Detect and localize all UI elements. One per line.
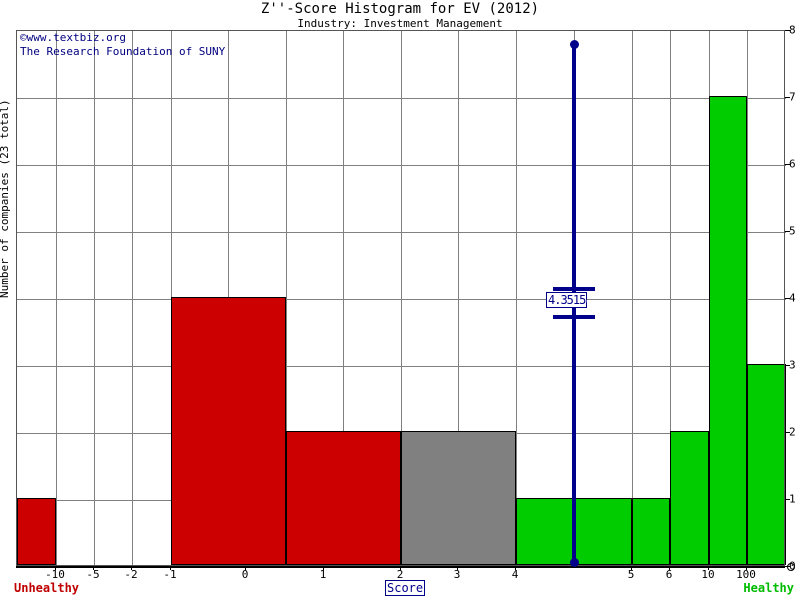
histogram-bar <box>747 364 786 565</box>
y-axis-tick-label: 7 <box>789 90 796 104</box>
y-axis-label: Number of companies (23 total) <box>0 99 11 298</box>
y-axis-tick-label: 4 <box>789 291 796 305</box>
y-axis-tick-mark <box>785 499 790 500</box>
x-axis-tick-mark <box>669 566 670 570</box>
x-axis-tick-label: -2 <box>124 568 138 581</box>
x-axis-name: Score <box>385 580 426 596</box>
y-axis-tick-mark <box>785 566 790 567</box>
x-axis-tick-label: 3 <box>453 568 461 581</box>
y-axis-tick-label: 8 <box>789 23 796 37</box>
gridline-vertical <box>56 31 57 567</box>
x-axis-tick-label: 6 <box>665 568 673 581</box>
x-axis-tick-label: 1 <box>319 568 327 581</box>
score-marker-dot-top <box>570 40 579 49</box>
x-axis-tick-mark <box>515 566 516 570</box>
y-axis-tick-mark <box>785 231 790 232</box>
histogram-bar <box>709 96 747 565</box>
x-axis-tick-mark <box>457 566 458 570</box>
y-axis-tick-mark <box>785 432 790 433</box>
legend-healthy: Healthy <box>743 581 794 595</box>
x-axis-tick-mark <box>708 566 709 570</box>
histogram-bar <box>17 498 56 565</box>
x-axis-tick-label: -1 <box>163 568 177 581</box>
x-axis-tick-label: -5 <box>86 568 100 581</box>
y-axis-tick-mark <box>785 97 790 98</box>
chart-subtitle: Industry: Investment Management <box>297 17 503 30</box>
y-axis-tick-mark <box>785 30 790 31</box>
score-marker-dot-bottom <box>570 558 579 567</box>
chart-title: Z''-Score Histogram for EV (2012) <box>260 1 540 17</box>
gridline-vertical <box>632 31 633 567</box>
x-axis-tick-mark <box>400 566 401 570</box>
gridline-vertical <box>516 31 517 567</box>
y-axis-tick-mark <box>785 164 790 165</box>
credit-watermark: ©www.textbiz.org The Research Foundation… <box>20 31 225 59</box>
x-axis-end-circle <box>787 563 795 571</box>
y-axis-tick-label: 3 <box>789 358 796 372</box>
x-axis-tick-label: 4 <box>511 568 519 581</box>
gridline-vertical <box>343 31 344 567</box>
gridline-vertical <box>132 31 133 567</box>
x-axis-tick-mark <box>746 566 747 570</box>
y-axis-tick-label: 6 <box>789 157 796 171</box>
x-axis-tick-label: 10 <box>701 568 715 581</box>
y-axis-tick-label: 0 <box>789 559 796 573</box>
histogram-bar <box>401 431 516 565</box>
x-axis-tick-label: -10 <box>45 568 65 581</box>
gridline-vertical <box>670 31 671 567</box>
gridline-vertical <box>286 31 287 567</box>
y-axis-tick-mark <box>785 298 790 299</box>
y-axis-tick-label: 1 <box>789 492 796 506</box>
histogram-bar <box>286 431 401 565</box>
y-axis-tick-label: 5 <box>789 224 796 238</box>
x-axis-tick-mark <box>131 566 132 570</box>
x-axis-tick-mark <box>170 566 171 570</box>
x-axis-tick-mark <box>631 566 632 570</box>
x-axis-tick-mark <box>323 566 324 570</box>
legend-unhealthy: Unhealthy <box>14 581 80 595</box>
gridline-vertical <box>458 31 459 567</box>
x-axis-tick-mark <box>55 566 56 570</box>
x-axis-tick-label: 0 <box>241 568 249 581</box>
histogram-bar <box>670 431 709 565</box>
x-axis-tick-mark <box>245 566 246 570</box>
credit-line-1: ©www.textbiz.org <box>20 31 126 44</box>
x-axis-tick-label: 2 <box>396 568 404 581</box>
score-marker-bracket <box>553 315 595 319</box>
x-axis-tick-label: 5 <box>627 568 635 581</box>
score-marker-value-label: 4.3515 <box>546 292 588 308</box>
histogram-bar <box>171 297 286 565</box>
histogram-bar <box>632 498 670 565</box>
plot-area <box>16 30 786 567</box>
x-axis-tick-label: 100 <box>736 568 756 581</box>
credit-line-2: The Research Foundation of SUNY <box>20 45 226 58</box>
x-axis-tick-mark <box>93 566 94 570</box>
score-marker-bracket <box>553 287 595 291</box>
y-axis-tick-mark <box>785 365 790 366</box>
gridline-vertical <box>747 31 748 567</box>
gridline-vertical <box>401 31 402 567</box>
gridline-vertical <box>94 31 95 567</box>
y-axis-tick-label: 2 <box>789 425 796 439</box>
